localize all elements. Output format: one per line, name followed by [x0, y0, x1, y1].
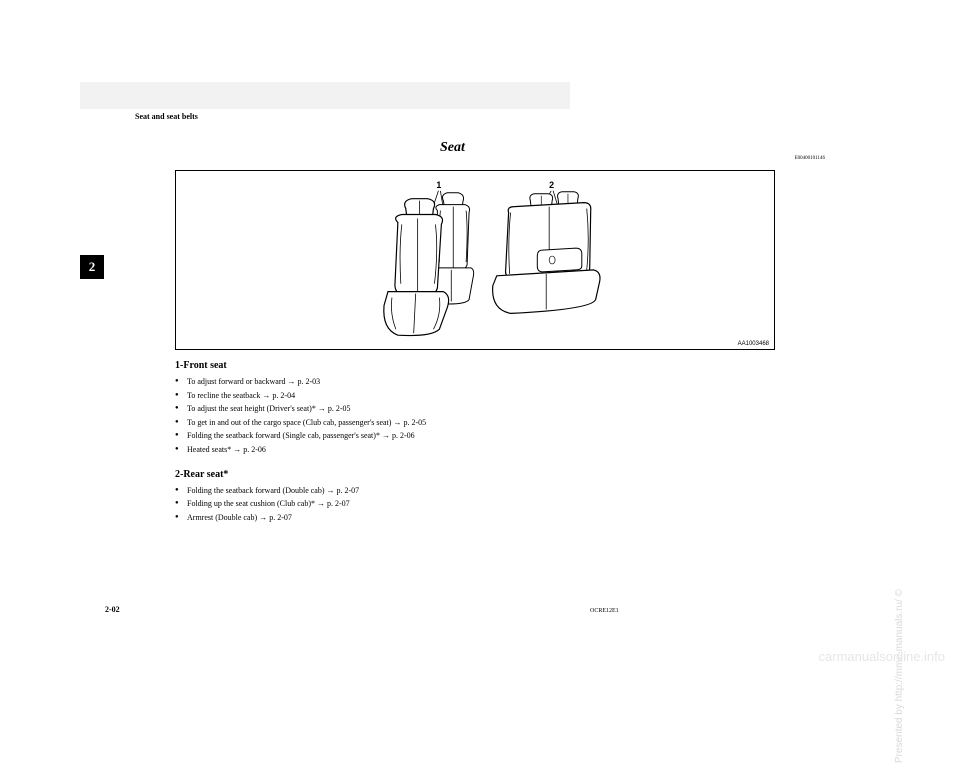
watermark: carmanualsonline.info [819, 649, 945, 664]
chapter-tab-number: 2 [89, 259, 96, 275]
list-item: Folding the seatback forward (Single cab… [187, 429, 775, 443]
list-item: Heated seats* → p. 2-06 [187, 443, 775, 457]
list-item: To adjust forward or backward → p. 2-03 [187, 375, 775, 389]
content-block: 1-Front seat To adjust forward or backwa… [175, 360, 775, 536]
list-item: Folding the seatback forward (Double cab… [187, 484, 775, 498]
chapter-tab: 2 [80, 255, 104, 279]
footer-code: OCRE12E1 [590, 608, 619, 614]
front-seat-list: To adjust forward or backward → p. 2-03 … [175, 375, 775, 457]
rear-seat [493, 192, 600, 314]
page-number: 2-02 [105, 605, 120, 614]
front-seat-near [384, 199, 449, 336]
front-seat-section: 1-Front seat To adjust forward or backwa… [175, 360, 775, 457]
seat-figure: 1 2 [175, 170, 775, 350]
rear-seat-title: 2-Rear seat* [175, 469, 775, 480]
top-gray-bar [80, 82, 570, 109]
list-item: Folding up the seat cushion (Club cab)* … [187, 497, 775, 511]
list-item: To get in and out of the cargo space (Cl… [187, 416, 775, 430]
list-item: Armrest (Double cab) → p. 2-07 [187, 511, 775, 525]
figure-label-2: 2 [549, 180, 554, 190]
doc-code: E00400101146 [795, 156, 825, 161]
list-item: To recline the seatback → p. 2-04 [187, 389, 775, 403]
figure-caption: AA1003468 [738, 341, 769, 347]
rear-seat-section: 2-Rear seat* Folding the seatback forwar… [175, 469, 775, 525]
rear-seat-list: Folding the seatback forward (Double cab… [175, 484, 775, 525]
page-title: Seat [440, 140, 465, 156]
figure-label-1: 1 [436, 180, 441, 190]
header-section-label: Seat and seat belts [135, 112, 198, 121]
front-seat-title: 1-Front seat [175, 360, 775, 371]
seat-svg: 1 2 [176, 171, 774, 349]
list-item: To adjust the seat height (Driver's seat… [187, 402, 775, 416]
side-attribution: Presented by http://mmc-manuals.ru/ © [894, 589, 905, 763]
